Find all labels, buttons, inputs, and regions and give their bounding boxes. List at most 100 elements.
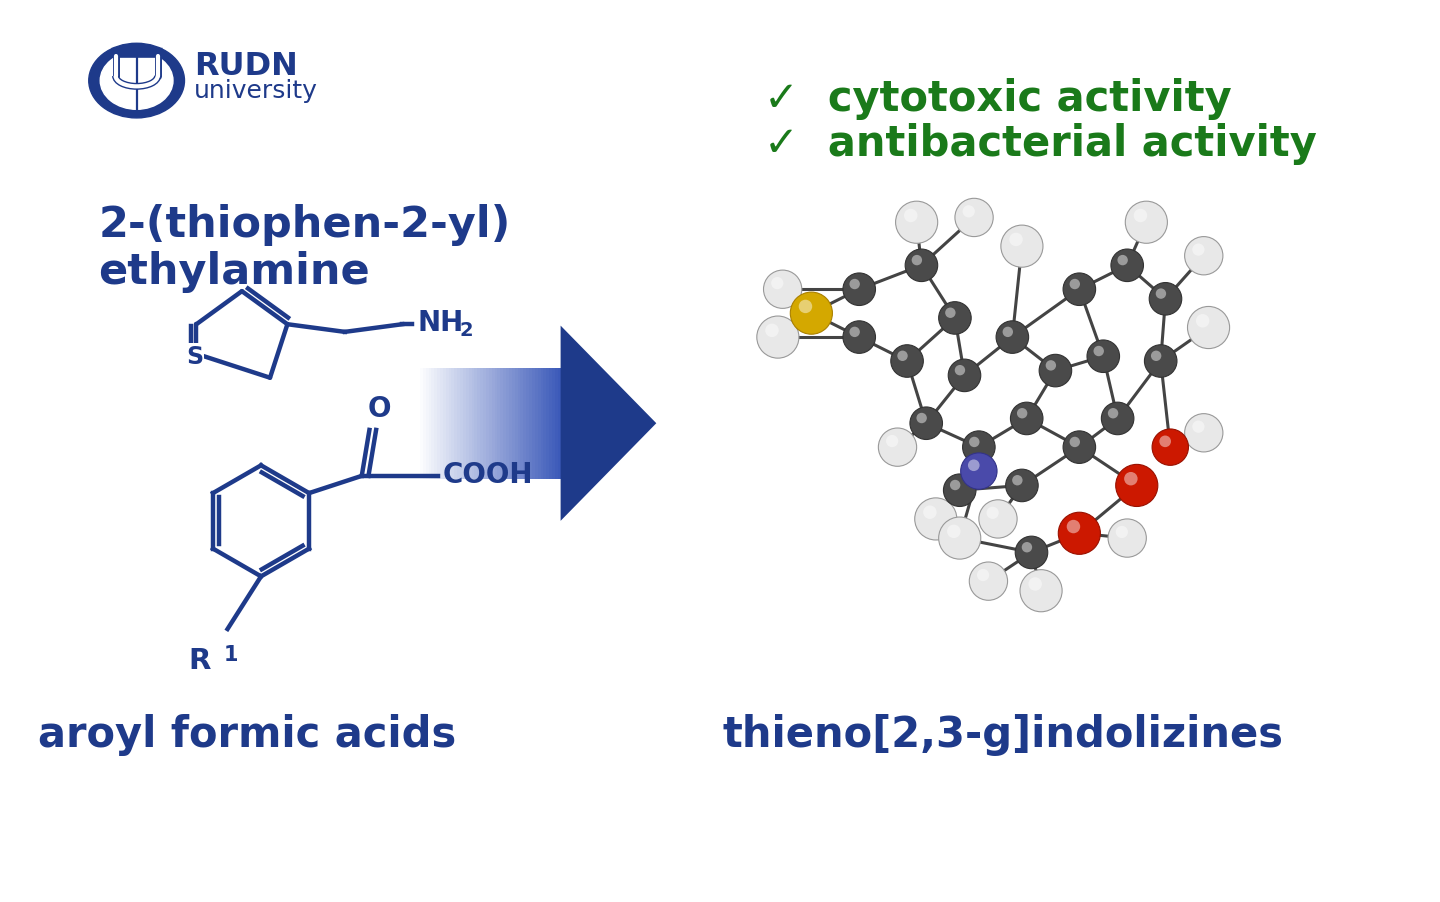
Circle shape: [891, 345, 923, 378]
Circle shape: [850, 280, 860, 290]
Polygon shape: [418, 368, 420, 479]
Circle shape: [950, 480, 960, 491]
Circle shape: [1028, 577, 1043, 591]
Circle shape: [791, 293, 832, 335]
Text: 2: 2: [459, 321, 474, 340]
Circle shape: [912, 255, 922, 266]
Text: R: R: [189, 647, 210, 675]
Circle shape: [1107, 409, 1119, 419]
Polygon shape: [429, 368, 432, 479]
Circle shape: [772, 278, 783, 290]
Text: aroyl formic acids: aroyl formic acids: [37, 713, 456, 756]
Polygon shape: [534, 368, 537, 479]
Circle shape: [897, 351, 907, 362]
Circle shape: [904, 209, 917, 223]
Ellipse shape: [101, 53, 173, 110]
Circle shape: [1040, 354, 1071, 388]
Polygon shape: [494, 368, 497, 479]
Circle shape: [842, 321, 876, 354]
Circle shape: [968, 460, 979, 472]
Circle shape: [906, 250, 937, 282]
Polygon shape: [449, 368, 452, 479]
Polygon shape: [474, 368, 477, 479]
Circle shape: [1011, 402, 1043, 436]
Polygon shape: [523, 368, 526, 479]
Circle shape: [923, 506, 936, 520]
Circle shape: [1152, 429, 1188, 465]
Circle shape: [1102, 402, 1133, 436]
Circle shape: [1151, 351, 1161, 362]
Circle shape: [948, 360, 981, 392]
Circle shape: [1117, 255, 1128, 266]
Circle shape: [765, 324, 779, 337]
Polygon shape: [444, 368, 446, 479]
Polygon shape: [438, 368, 441, 479]
Circle shape: [1116, 465, 1158, 507]
Circle shape: [1063, 273, 1096, 306]
Polygon shape: [441, 368, 444, 479]
Circle shape: [1188, 307, 1230, 349]
Polygon shape: [554, 368, 557, 479]
Circle shape: [1149, 283, 1182, 316]
Circle shape: [763, 271, 802, 309]
Text: RUDN: RUDN: [194, 51, 298, 82]
Circle shape: [1145, 345, 1176, 378]
Polygon shape: [505, 368, 508, 479]
Circle shape: [757, 317, 799, 359]
Polygon shape: [560, 327, 657, 521]
Circle shape: [799, 300, 812, 314]
Polygon shape: [432, 368, 435, 479]
Polygon shape: [514, 368, 517, 479]
Polygon shape: [480, 368, 482, 479]
Polygon shape: [543, 368, 546, 479]
Circle shape: [1107, 520, 1146, 557]
Polygon shape: [526, 368, 528, 479]
Circle shape: [939, 302, 971, 335]
Circle shape: [1012, 475, 1022, 486]
Text: NH: NH: [418, 309, 464, 337]
Polygon shape: [488, 368, 491, 479]
Text: 2-(thiophen-2-yl)
ethylamine: 2-(thiophen-2-yl) ethylamine: [98, 204, 511, 293]
Polygon shape: [452, 368, 455, 479]
Polygon shape: [426, 368, 429, 479]
Circle shape: [1009, 234, 1022, 247]
Text: S: S: [186, 345, 203, 368]
Circle shape: [1093, 346, 1104, 357]
Circle shape: [1058, 512, 1100, 555]
Circle shape: [948, 525, 960, 538]
Ellipse shape: [89, 44, 184, 119]
Circle shape: [1116, 526, 1128, 538]
Polygon shape: [461, 368, 464, 479]
Circle shape: [986, 507, 999, 520]
Polygon shape: [537, 368, 540, 479]
Circle shape: [1125, 202, 1168, 244]
Polygon shape: [491, 368, 494, 479]
Text: O: O: [367, 395, 390, 423]
Polygon shape: [552, 368, 554, 479]
Circle shape: [1067, 520, 1080, 534]
Circle shape: [1063, 431, 1096, 464]
Circle shape: [962, 431, 995, 464]
Polygon shape: [517, 368, 520, 479]
Circle shape: [1017, 409, 1027, 419]
Polygon shape: [420, 368, 423, 479]
Polygon shape: [549, 368, 552, 479]
Circle shape: [914, 498, 956, 540]
Circle shape: [910, 408, 943, 440]
Circle shape: [1070, 437, 1080, 447]
Circle shape: [896, 202, 937, 244]
Circle shape: [1022, 542, 1032, 553]
Polygon shape: [485, 368, 488, 479]
Circle shape: [1020, 570, 1063, 612]
Polygon shape: [435, 368, 438, 479]
Circle shape: [996, 321, 1028, 354]
Circle shape: [1110, 250, 1143, 282]
Polygon shape: [508, 368, 511, 479]
Circle shape: [1087, 341, 1119, 373]
Circle shape: [850, 327, 860, 337]
Circle shape: [962, 206, 975, 218]
Circle shape: [939, 518, 981, 559]
Polygon shape: [557, 368, 560, 479]
Circle shape: [1185, 237, 1223, 276]
Circle shape: [842, 273, 876, 306]
